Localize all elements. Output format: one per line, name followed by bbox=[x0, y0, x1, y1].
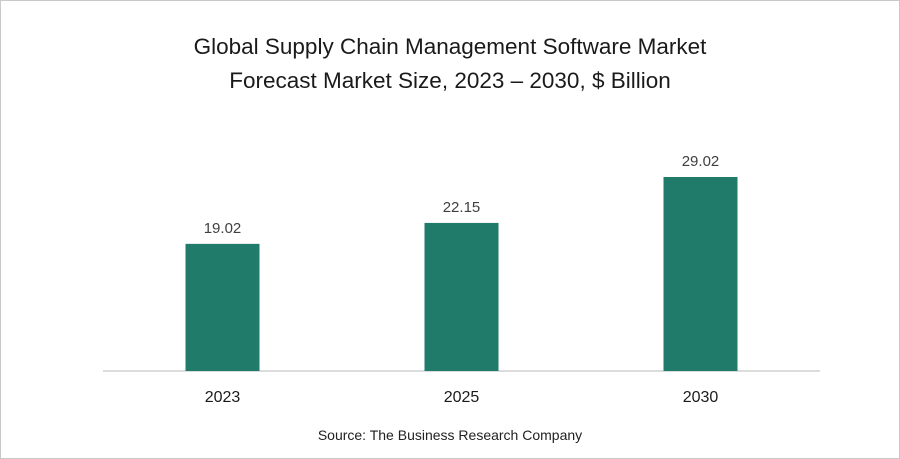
value-label-2023: 19.02 bbox=[204, 220, 242, 237]
chart-title-line-1: Global Supply Chain Management Software … bbox=[193, 34, 707, 59]
bar-2023 bbox=[185, 243, 260, 371]
category-label-2023: 2023 bbox=[205, 389, 241, 406]
chart-title: Global Supply Chain Management Software … bbox=[0, 30, 900, 98]
category-label-2030: 2030 bbox=[683, 389, 719, 406]
category-labels-group: 2023 2025 2030 bbox=[205, 389, 719, 406]
category-label-2025: 2025 bbox=[444, 389, 480, 406]
value-labels-group: 19.02 22.15 29.02 bbox=[204, 153, 720, 237]
value-label-2025: 22.15 bbox=[443, 199, 481, 216]
bar-2030 bbox=[663, 177, 738, 371]
chart-title-line-2: Forecast Market Size, 2023 – 2030, $ Bil… bbox=[229, 68, 671, 93]
source-note: Source: The Business Research Company bbox=[317, 427, 583, 443]
bar-2025 bbox=[424, 222, 499, 371]
value-label-2030: 29.02 bbox=[682, 153, 720, 170]
bars-group bbox=[185, 177, 738, 371]
